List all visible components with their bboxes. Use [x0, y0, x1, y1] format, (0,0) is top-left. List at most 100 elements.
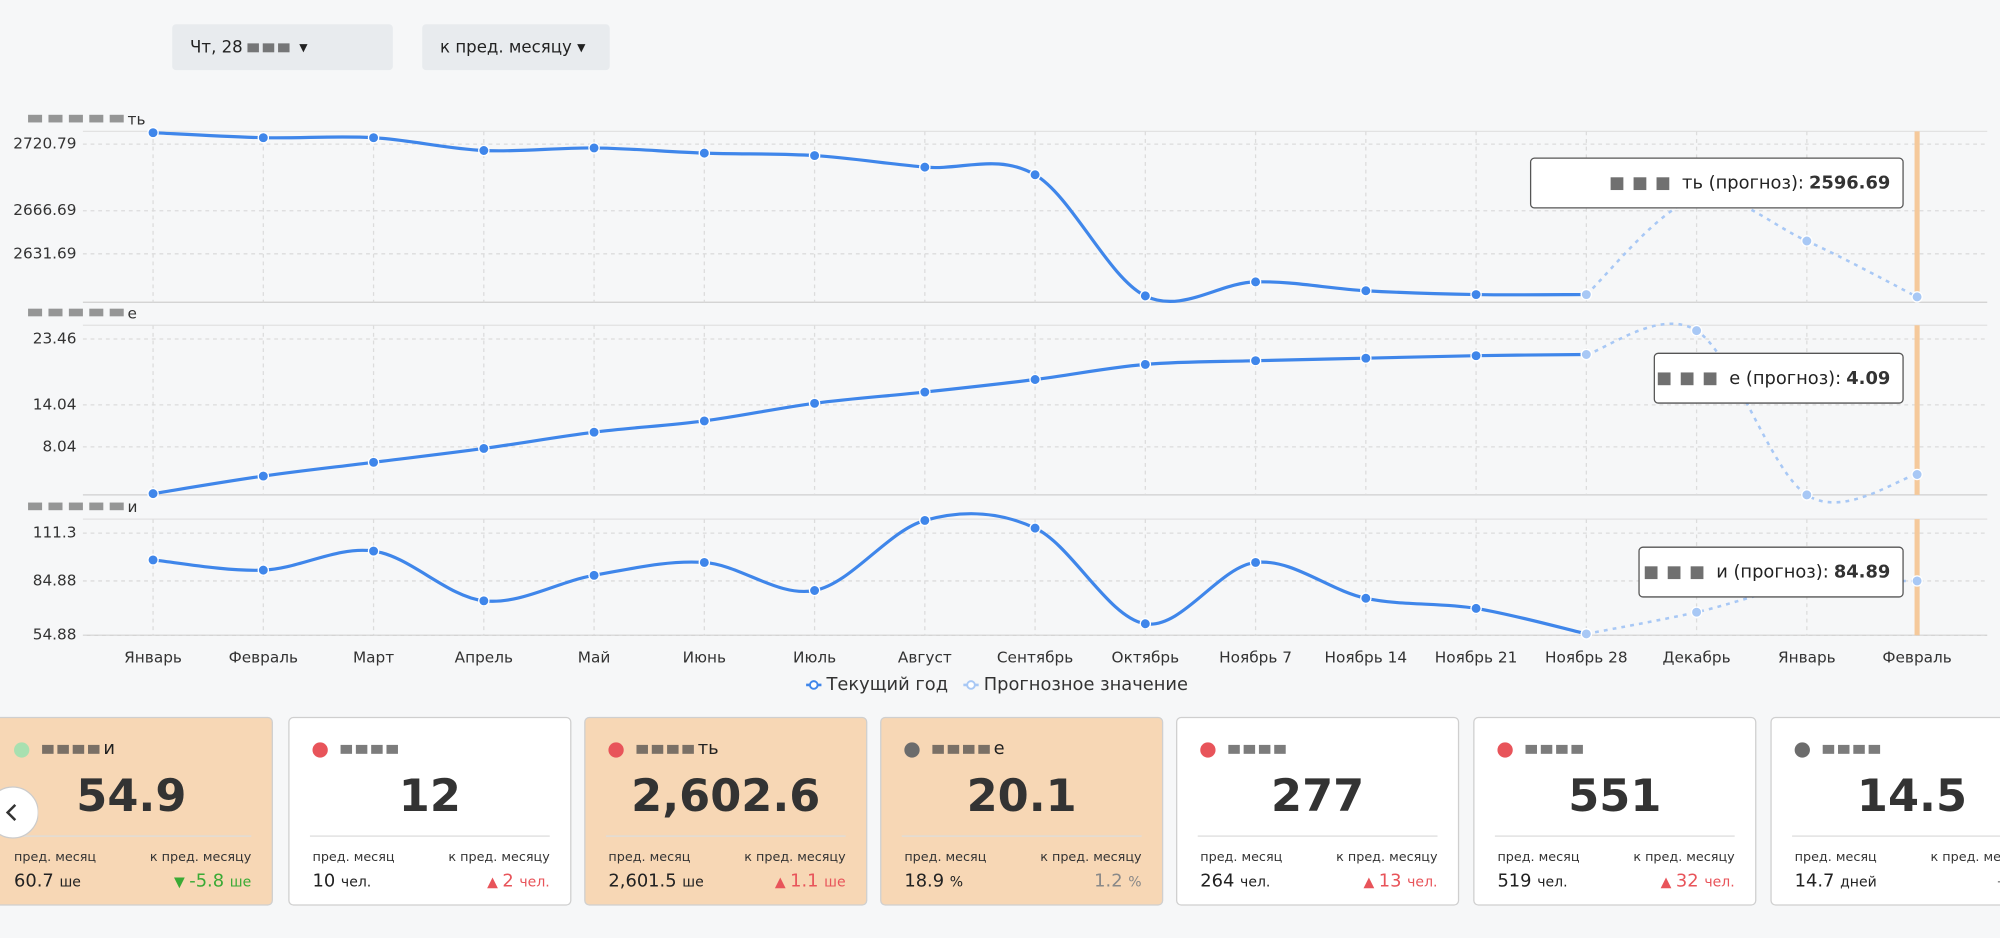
charts: Январь Февраль Март Апрель Май Июнь Июль Август… — [13, 110, 1988, 695]
point — [1470, 602, 1482, 615]
x-tick-label: Ноябрь 14 — [1325, 649, 1408, 667]
prev-label: пред. месяц — [1497, 850, 1580, 865]
prev-number: 14.7 — [1794, 871, 1835, 892]
redacted — [1274, 744, 1286, 754]
change-number: 1.1 — [790, 871, 819, 892]
card-value: 12 — [398, 771, 461, 823]
legend-marker — [966, 680, 976, 690]
kpi-card[interactable]: 277 пред. месяц к пред. месяцу 264 чел. ▲ 13… — [1176, 716, 1460, 906]
redacted — [932, 744, 944, 754]
kpi-card[interactable]: ть 2,602.6 пред. месяц к пред. месяцу 2,601.… — [584, 716, 868, 906]
point — [1580, 628, 1593, 640]
compare-text: к пред. месяцу — [440, 37, 572, 57]
status-dot — [608, 742, 624, 758]
point — [257, 470, 270, 482]
prev-label: пред. месяц — [14, 850, 97, 865]
point — [1470, 288, 1482, 301]
prev-value: 2,601.5 ше — [608, 871, 703, 891]
kpi-card[interactable]: 551 пред. месяц к пред. месяцу 519 чел. ▲ 32… — [1473, 716, 1757, 906]
tooltip — [1638, 546, 1904, 598]
point — [1249, 354, 1262, 367]
x-tick-label: Февраль — [229, 649, 298, 667]
divider — [605, 835, 846, 837]
redacted — [340, 744, 353, 754]
point — [698, 415, 711, 427]
prev-arrow[interactable] — [0, 774, 39, 851]
trend-arrow: ▲ — [1363, 873, 1379, 891]
chart-title: и — [128, 498, 138, 516]
prev-label: пред. месяц — [1794, 850, 1877, 865]
chart-title: ть — [128, 110, 146, 128]
redacted — [1258, 744, 1271, 754]
kpi-card[interactable]: 12 пред. месяц к пред. месяцу 10 чел. ▲ 2 че… — [288, 716, 572, 906]
date-dropdown[interactable]: Чт, 28 ▾ — [172, 24, 393, 71]
prev-value: 14.7 дней — [1795, 871, 1877, 891]
redacted — [68, 114, 83, 123]
redacted — [978, 744, 990, 754]
line — [152, 352, 1587, 496]
prev-label: пред. месяц — [312, 850, 395, 865]
redacted — [1656, 177, 1670, 191]
point — [1029, 522, 1041, 534]
redacted — [386, 744, 398, 754]
redacted — [48, 308, 63, 317]
point — [1029, 373, 1041, 386]
trend-arrow: ▲ — [487, 873, 503, 891]
point — [147, 126, 159, 139]
y-tick-label: 8.04 — [42, 437, 76, 455]
point — [919, 514, 931, 527]
kpi-card[interactable]: е 20.1 пред. месяц к пред. месяцу 18.9 % 1.2 … — [880, 716, 1164, 906]
change-unit: чел. — [1407, 873, 1438, 891]
redacted — [1633, 177, 1647, 191]
redacted — [89, 502, 104, 511]
point — [1360, 592, 1372, 605]
prev-unit: чел. — [340, 873, 372, 891]
change-value: ▲ 13 чел. — [1363, 871, 1437, 891]
point — [1029, 169, 1041, 181]
redacted — [1703, 372, 1717, 386]
redacted — [1853, 744, 1865, 754]
point — [147, 554, 159, 566]
prev-value: 18.9 % — [904, 871, 963, 891]
redacted — [1243, 744, 1256, 754]
kpi-card[interactable]: и 54.9 пред. месяц к пред. месяцу 60.7 ше ▼ -… — [0, 716, 273, 906]
tooltip-value: 84.89 — [1834, 562, 1890, 583]
y-tick-label: 23.46 — [33, 330, 77, 348]
kpi-card[interactable]: 14.5 пред. месяц к пред. месяцу 14.7 дней -0… — [1770, 716, 2000, 906]
legend-label: Текущий год — [826, 674, 949, 695]
prev-value: 60.7 ше — [14, 871, 81, 891]
change-label: к пред. месяцу — [1633, 850, 1735, 865]
point — [698, 147, 711, 159]
compare-dropdown[interactable]: к пред. месяцу ▾ — [422, 24, 610, 71]
date-text: Чт, 28 — [190, 37, 243, 57]
redacted — [28, 308, 43, 317]
prev-value: 519 чел. — [1497, 871, 1567, 891]
point — [808, 584, 821, 597]
point — [919, 161, 931, 173]
point — [1801, 235, 1813, 247]
redacted — [109, 502, 124, 511]
change-number: -5.8 — [189, 871, 225, 892]
point — [1139, 290, 1152, 302]
y-tick-label: 14.04 — [33, 395, 77, 413]
card-name — [340, 739, 402, 759]
x-tick-label: Февраль — [1882, 649, 1951, 667]
redacted — [28, 502, 43, 511]
redacted — [28, 114, 43, 123]
x-tick-label: Январь — [1778, 649, 1836, 667]
change-number: 32 — [1675, 871, 1699, 892]
change-unit: ше — [229, 873, 252, 891]
prev-unit: ше — [682, 873, 704, 891]
redacted — [355, 744, 368, 754]
card-name: е — [932, 739, 1005, 759]
prev-unit: чел. — [1537, 873, 1568, 891]
redacted — [1667, 566, 1681, 580]
prev-unit: % — [949, 873, 964, 891]
redacted — [1680, 372, 1694, 386]
redacted — [1525, 744, 1537, 754]
point — [1360, 352, 1372, 364]
redacted — [371, 744, 383, 754]
point — [588, 142, 600, 154]
point — [698, 556, 711, 569]
